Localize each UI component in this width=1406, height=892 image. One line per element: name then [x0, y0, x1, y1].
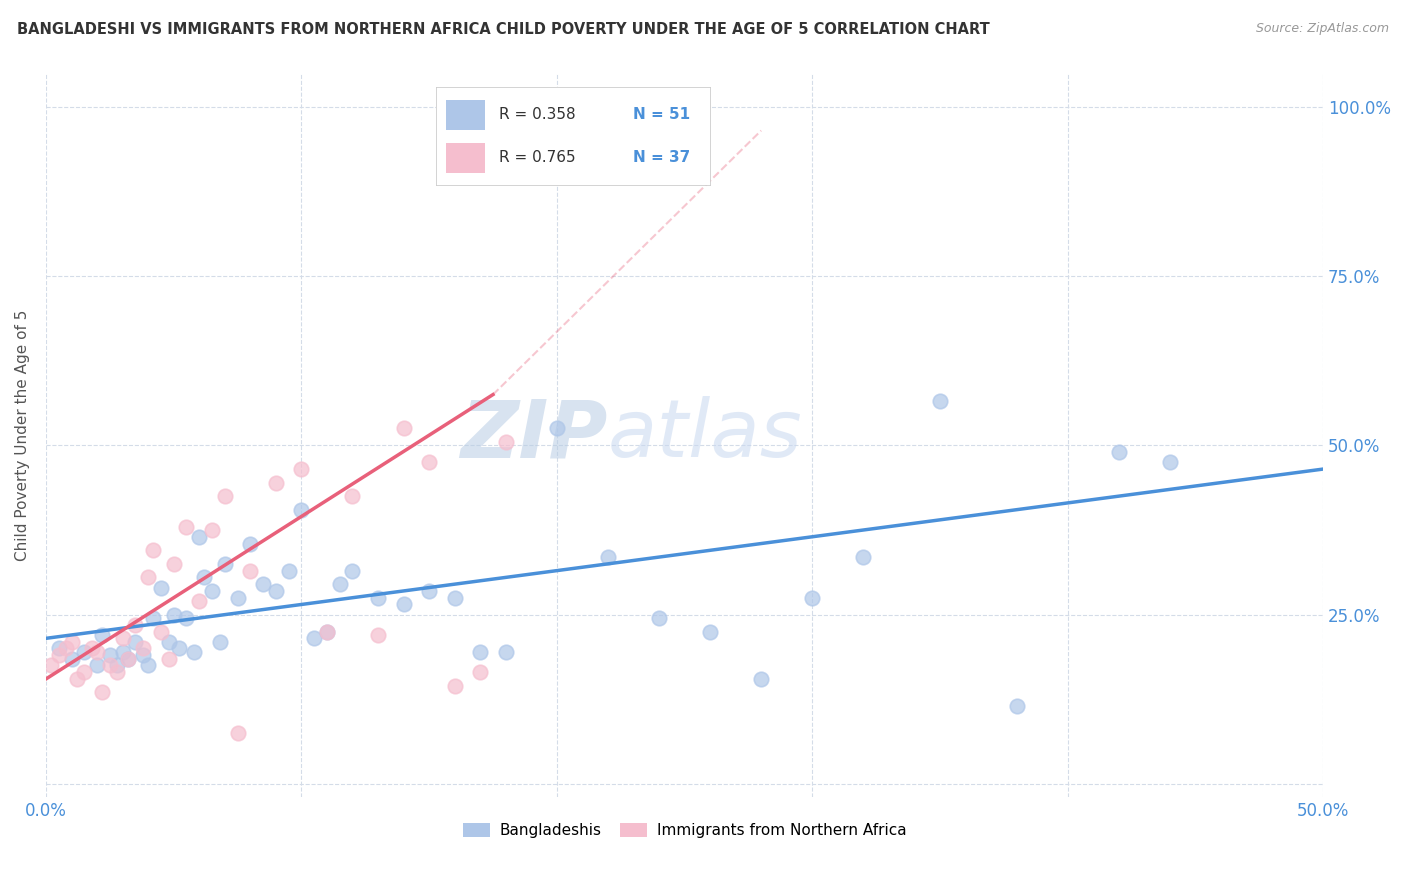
Point: [699, 624, 721, 639]
Point: [98, 658, 121, 673]
Point: [329, 577, 352, 591]
Point: [48, 641, 70, 656]
Point: [546, 421, 568, 435]
Point: [495, 434, 517, 449]
Point: [183, 645, 205, 659]
Point: [252, 577, 274, 591]
Point: [264, 583, 287, 598]
Point: [176, 611, 198, 625]
Point: [73, 645, 96, 659]
Point: [111, 645, 134, 659]
Point: [157, 634, 180, 648]
Point: [495, 645, 517, 659]
Point: [60, 634, 83, 648]
Point: [443, 679, 465, 693]
Point: [264, 475, 287, 490]
Point: [418, 583, 440, 598]
Point: [124, 634, 146, 648]
Point: [142, 543, 165, 558]
Text: ZIP: ZIP: [461, 396, 607, 475]
Point: [136, 570, 159, 584]
Point: [1005, 699, 1028, 714]
Point: [392, 421, 415, 435]
Point: [470, 665, 492, 680]
Point: [316, 624, 339, 639]
Point: [367, 591, 389, 605]
Point: [111, 632, 134, 646]
Point: [201, 523, 224, 537]
Point: [226, 591, 249, 605]
Text: atlas: atlas: [607, 396, 803, 475]
Point: [1108, 445, 1130, 459]
Point: [39, 658, 62, 673]
Point: [277, 564, 299, 578]
Y-axis label: Child Poverty Under the Age of 5: Child Poverty Under the Age of 5: [15, 310, 30, 561]
Point: [214, 489, 236, 503]
Legend: Bangladeshis, Immigrants from Northern Africa: Bangladeshis, Immigrants from Northern A…: [457, 817, 912, 844]
Point: [208, 634, 231, 648]
Point: [98, 648, 121, 663]
Point: [239, 536, 262, 550]
Point: [163, 607, 186, 622]
Point: [149, 624, 172, 639]
Point: [443, 591, 465, 605]
Point: [73, 665, 96, 680]
Point: [48, 648, 70, 663]
Point: [418, 455, 440, 469]
Point: [117, 651, 139, 665]
Point: [132, 641, 155, 656]
Point: [801, 591, 824, 605]
Point: [142, 611, 165, 625]
Point: [107, 658, 129, 673]
Point: [188, 594, 211, 608]
Point: [124, 617, 146, 632]
Text: Source: ZipAtlas.com: Source: ZipAtlas.com: [1256, 22, 1389, 36]
Point: [226, 726, 249, 740]
Point: [80, 641, 103, 656]
Point: [91, 685, 114, 699]
Point: [596, 550, 619, 565]
Point: [367, 628, 389, 642]
Point: [470, 645, 492, 659]
Point: [520, 123, 543, 137]
Point: [749, 672, 772, 686]
Text: BANGLADESHI VS IMMIGRANTS FROM NORTHERN AFRICA CHILD POVERTY UNDER THE AGE OF 5 : BANGLADESHI VS IMMIGRANTS FROM NORTHERN …: [17, 22, 990, 37]
Point: [188, 530, 211, 544]
Point: [201, 583, 224, 598]
Point: [136, 658, 159, 673]
Point: [132, 648, 155, 663]
Point: [65, 672, 87, 686]
Point: [163, 557, 186, 571]
Point: [167, 641, 190, 656]
Point: [149, 581, 172, 595]
Point: [86, 658, 108, 673]
Point: [91, 628, 114, 642]
Point: [176, 519, 198, 533]
Point: [107, 665, 129, 680]
Point: [342, 564, 364, 578]
Point: [1159, 455, 1181, 469]
Point: [392, 598, 415, 612]
Point: [929, 394, 952, 409]
Point: [60, 651, 83, 665]
Point: [852, 550, 875, 565]
Point: [239, 564, 262, 578]
Point: [55, 641, 77, 656]
Point: [316, 624, 339, 639]
Point: [290, 462, 312, 476]
Point: [214, 557, 236, 571]
Point: [117, 651, 139, 665]
Point: [648, 611, 671, 625]
Point: [193, 570, 215, 584]
Point: [86, 645, 108, 659]
Point: [290, 502, 312, 516]
Point: [342, 489, 364, 503]
Point: [157, 651, 180, 665]
Point: [302, 632, 325, 646]
